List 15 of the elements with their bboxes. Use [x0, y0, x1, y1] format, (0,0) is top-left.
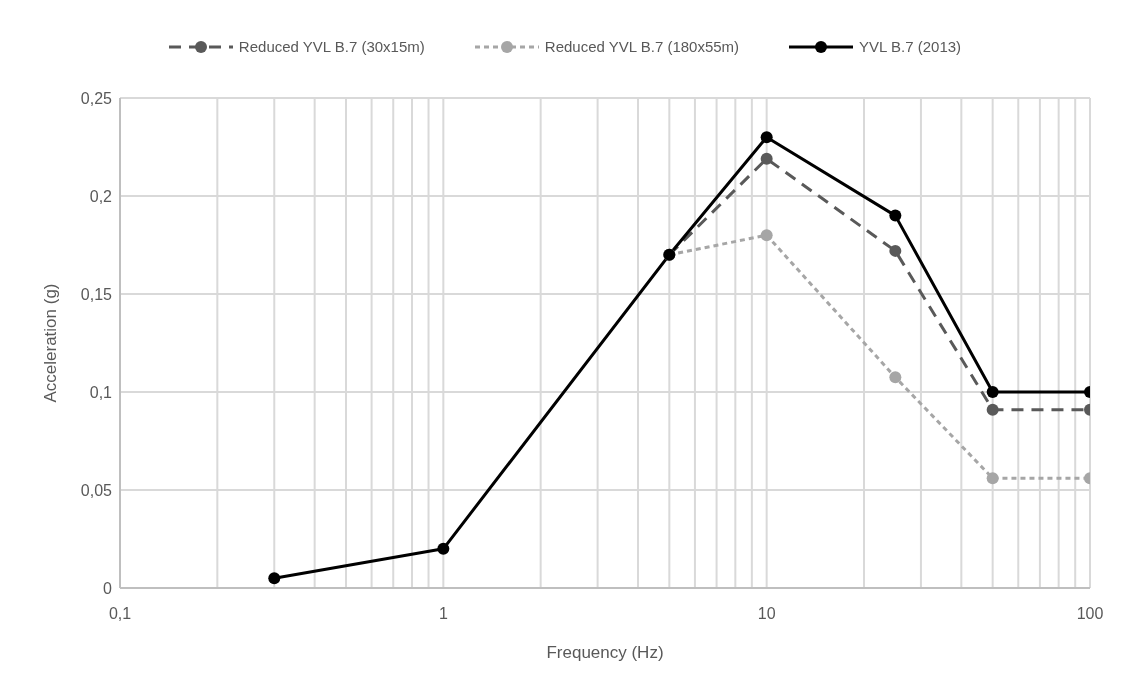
- y-tick-label: 0,25: [80, 89, 113, 107]
- x-tick-label: 100: [1076, 605, 1104, 623]
- y-tick-label: 0,15: [80, 285, 113, 303]
- legend-label: Reduced YVL B.7 (30x15m): [238, 38, 425, 55]
- x-tick-label: 1: [438, 605, 448, 623]
- y-tick-label: 0,05: [80, 481, 113, 499]
- y-tick-label: 0: [103, 579, 113, 597]
- y-tick-label: 0,1: [89, 383, 113, 401]
- x-tick-label: 10: [757, 605, 776, 623]
- x-axis-title: Frequency (Hz): [546, 643, 664, 662]
- legend-label: YVL B.7 (2013): [859, 38, 962, 55]
- y-tick-label: 0,2: [89, 187, 113, 205]
- legend-label: Reduced YVL B.7 (180x55m): [544, 38, 740, 55]
- x-tick-label: 0,1: [108, 605, 132, 623]
- y-axis-title: Acceleration (g): [41, 283, 60, 403]
